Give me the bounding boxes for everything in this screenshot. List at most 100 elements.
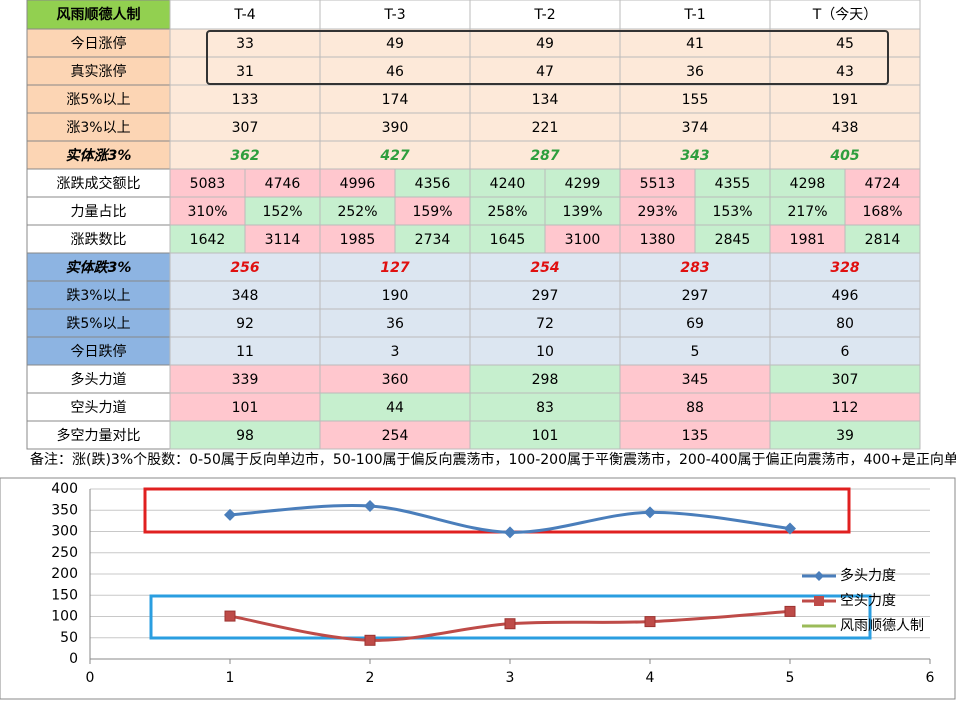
x-tick-label: 5 [786,670,795,686]
y-tick-label: 100 [51,609,78,625]
cell-value: 133 [232,92,259,108]
cell [319,56,471,86]
cell-value: 297 [682,288,709,304]
cell [469,168,546,198]
cell-value: 5083 [190,176,226,192]
cell-value: 252% [337,204,377,220]
cell-value: 221 [532,120,559,136]
cell [769,280,921,310]
header-label: T-3 [383,7,405,23]
cell-value: 217% [787,204,827,220]
x-tick-label: 2 [366,670,375,686]
row-label: 今日涨停 [71,35,127,52]
cell [769,196,846,226]
cell-value: 44 [386,400,404,416]
cell-value: 36 [686,64,704,80]
row-label-cell [26,224,171,254]
y-tick-label: 400 [51,481,78,497]
cell [394,224,471,254]
cell-value: 159% [412,204,452,220]
header-cell [769,0,921,30]
cell [769,420,921,450]
cell-value: 190 [382,288,409,304]
cell [769,392,921,422]
row-label: 空头力道 [71,400,127,416]
row-label: 实体涨3% [66,147,132,164]
row-label: 跌3%以上 [66,288,130,304]
row-label: 实体跌3% [66,259,132,276]
cell-value: 1642 [190,232,226,248]
cell-value: 49 [386,36,404,52]
cell-value: 5513 [640,176,676,192]
highlight-box [206,30,889,85]
cell-value: 343 [680,148,709,164]
cell [469,364,621,394]
y-tick-label: 0 [69,651,78,667]
cell-value: 80 [836,316,854,332]
cell-value: 101 [232,400,259,416]
cell [844,224,921,254]
cell-value: 310% [187,204,227,220]
cell [469,420,621,450]
cell-value: 92 [236,316,254,332]
header-label: T（今天） [812,7,878,23]
cell-value: 11 [236,344,254,360]
cell-value: 4299 [565,176,601,192]
cell [694,196,771,226]
cell-value: 307 [832,372,859,388]
header-cell [169,0,321,30]
marker [224,610,236,622]
cell-value: 362 [230,148,259,164]
cell [169,28,321,58]
cell-value: 297 [532,288,559,304]
cell [844,168,921,198]
cell [469,280,621,310]
y-tick-label: 50 [60,630,78,646]
cell-value: 88 [686,400,704,416]
cell-value: 47 [536,64,554,80]
cell-value: 112 [832,400,859,416]
row-label: 力量占比 [71,204,127,220]
cell [169,224,246,254]
cell-value: 390 [382,120,409,136]
cell [319,112,471,142]
chart-frame [0,477,956,700]
legend-label: 空头力度 [840,593,896,609]
cell-value: 33 [236,36,254,52]
cell [469,84,621,114]
cell-value: 4240 [490,176,526,192]
row-label-cell [26,28,171,58]
cell-value: 69 [686,316,704,332]
cell-value: 139% [562,204,602,220]
cell-value: 254 [530,260,559,276]
cell [769,112,921,142]
cell [694,168,771,198]
x-tick-label: 1 [226,670,235,686]
y-tick-label: 250 [51,545,78,561]
cell [169,196,246,226]
cell-value: 4298 [790,176,826,192]
row-label: 真实涨停 [71,63,127,80]
cell-value: 4724 [865,176,901,192]
cell [169,56,321,86]
x-tick-label: 3 [506,670,515,686]
cell-value: 438 [832,120,859,136]
cell [619,196,696,226]
marker [364,634,376,646]
header-label: 风雨顺德人制 [57,6,141,23]
row-label: 涨跌数比 [71,232,127,248]
cell-value: 1985 [340,232,376,248]
x-tick-label: 6 [926,670,935,686]
cell [319,280,471,310]
cell [319,168,396,198]
cell-value: 348 [232,288,259,304]
cell [619,84,771,114]
y-tick-label: 300 [51,524,78,540]
cell-value: 4996 [340,176,376,192]
cell-value: 155 [682,92,709,108]
cell [544,196,621,226]
x-tick-label: 0 [86,670,95,686]
cell-value: 72 [536,316,554,332]
cell-value: 339 [232,372,259,388]
cell-value: 3100 [565,232,601,248]
